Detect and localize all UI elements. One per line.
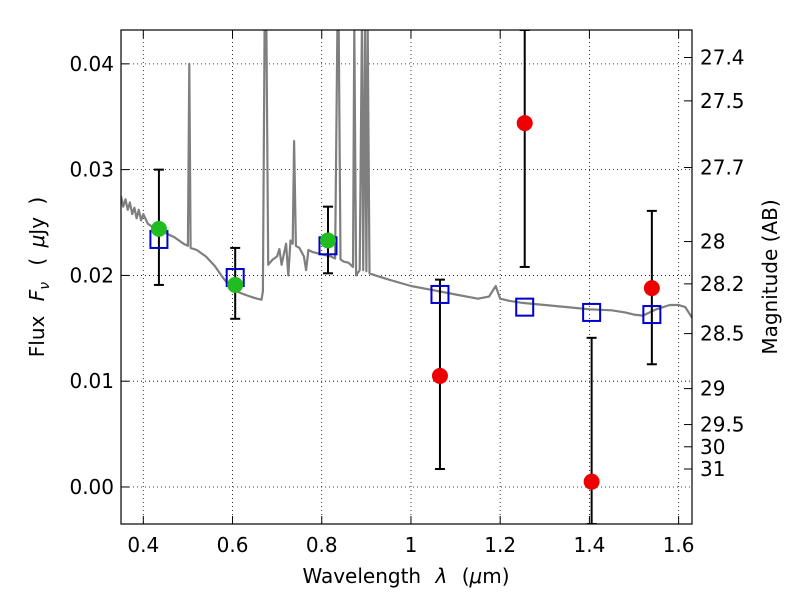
observed-flux-marker [643, 280, 660, 297]
y2-tick-label: 27.4 [700, 46, 745, 70]
observed-flux-marker [516, 115, 533, 132]
axis-ticks: 0.4 0.6 0.8 1 1.2 1.4 1.6 0.00 0.01 0.02 0.03 0.04 2… [69, 30, 745, 557]
x-axis-label-mu: μ [469, 564, 483, 588]
y-axis-label-text: Flux [25, 315, 49, 357]
y2-tick-label: 27.5 [700, 89, 745, 113]
y-tick-label: 0.00 [69, 475, 114, 499]
x-axis-label-unit: m) [482, 564, 509, 588]
observed-flux-marker [319, 232, 336, 249]
x-tick-label: 1.2 [484, 533, 516, 557]
y-axis-label-symbol: F [25, 289, 49, 301]
x-tick-label: 1.4 [573, 533, 605, 557]
y-axis-label: Flux Fν ( μJy ) [25, 197, 54, 357]
y2-tick-label: 31 [700, 457, 725, 481]
x-tick-label: 0.4 [127, 533, 159, 557]
model-photometry-square [430, 284, 450, 304]
y-axis-label-open: ( [25, 258, 49, 266]
y2-axis-label: Magnitude (AB) [758, 199, 782, 354]
x-axis-label: Wavelength λ (μm) [302, 564, 509, 588]
x-axis-label-open: ( [462, 564, 470, 588]
observed-flux-marker [150, 220, 167, 237]
y-tick-label: 0.02 [69, 263, 114, 287]
model-photometry-square [515, 297, 535, 317]
model-photometry-square [642, 305, 662, 325]
y-axis-label-mu: μ [25, 235, 49, 249]
observed-flux-marker [227, 276, 244, 293]
y-axis-label-subscript: ν [37, 282, 53, 290]
x-tick-label: 0.8 [306, 533, 338, 557]
y2-tick-label: 29 [700, 377, 725, 401]
plot-frame [120, 29, 693, 525]
observed-flux-marker [431, 367, 448, 384]
y2-tick-label: 27.7 [700, 156, 745, 180]
data-layer [121, 30, 692, 524]
y-tick-label: 0.01 [69, 369, 114, 393]
y-axis-label-unit: Jy [25, 217, 49, 237]
y2-tick-label: 28.2 [700, 272, 745, 296]
x-axis-label-text: Wavelength [302, 564, 421, 588]
y2-tick-label: 30 [700, 435, 725, 459]
y2-tick-label: 28 [700, 230, 725, 254]
model-photometry-square [582, 302, 602, 322]
x-tick-label: 1.6 [663, 533, 695, 557]
y2-tick-label: 29.5 [700, 413, 745, 437]
y2-tick-label: 28.5 [700, 322, 745, 346]
x-tick-label: 0.6 [217, 533, 249, 557]
x-axis-label-symbol: λ [434, 564, 447, 588]
x-tick-label: 1 [405, 533, 418, 557]
y-axis-label-close: ) [25, 197, 49, 205]
y-tick-label: 0.04 [69, 52, 114, 76]
plot-area [121, 30, 692, 524]
observed-flux-marker [583, 473, 600, 490]
y-tick-label: 0.03 [69, 158, 114, 182]
